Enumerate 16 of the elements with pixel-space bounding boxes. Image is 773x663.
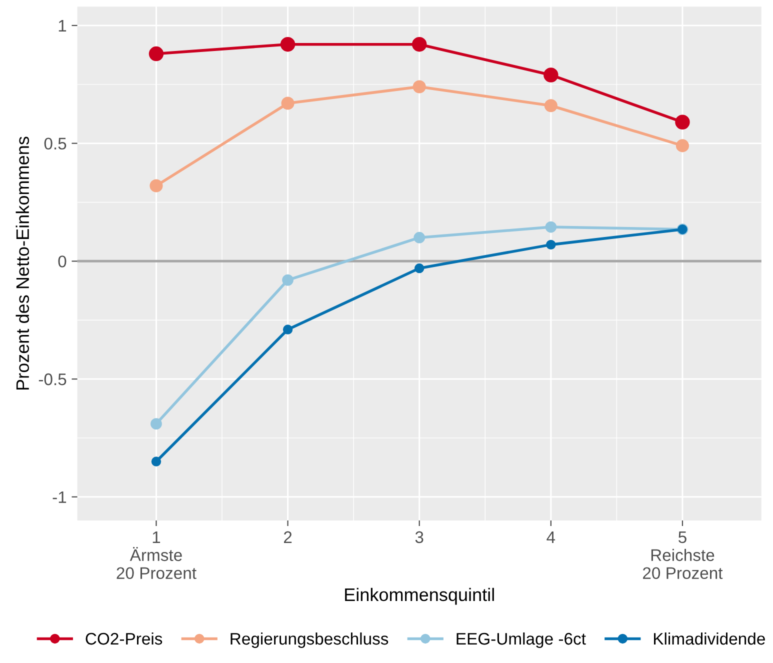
legend-label: CO2-Preis — [86, 632, 162, 645]
legend-label: Klimadividende — [654, 632, 765, 645]
y-tick-label: 0.5 — [44, 138, 66, 150]
legend-label: EEG-Umlage -6ct — [456, 632, 586, 648]
y-tick-label: -1 — [52, 491, 66, 503]
x-tick-label: 3 — [415, 531, 424, 544]
y-tick-label: 1 — [58, 20, 66, 32]
x-tick-label: 2 — [284, 531, 292, 543]
x-tick-label: 5 Reichste 20 Prozent — [643, 531, 723, 580]
y-tick-label: -0.5 — [38, 373, 66, 386]
legend-label: Regierungsbeschluss — [230, 632, 388, 648]
x-axis-title: Einkommensquintil — [345, 588, 494, 605]
y-axis-title: Prozent des Netto-Einkommens — [16, 136, 30, 390]
x-tick-label: 4 — [546, 531, 556, 543]
x-tick-label: 1 Ärmste 20 Prozent — [116, 531, 196, 580]
y-tick-label: 0 — [58, 256, 66, 268]
